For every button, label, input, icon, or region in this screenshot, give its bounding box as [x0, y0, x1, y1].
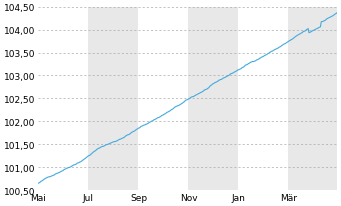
Bar: [138, 8, 189, 190]
Bar: [288, 8, 338, 190]
Bar: [88, 8, 138, 190]
Bar: [189, 8, 238, 190]
Bar: [238, 8, 288, 190]
Bar: [39, 8, 88, 190]
